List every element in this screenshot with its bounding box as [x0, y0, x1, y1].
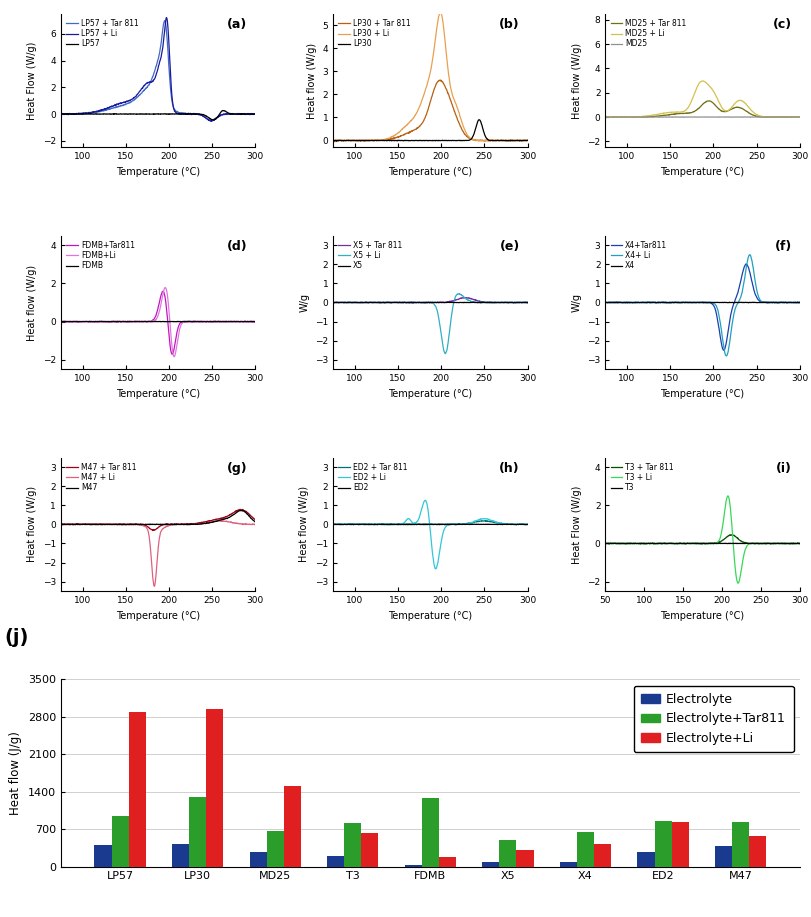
- Bar: [516, 850, 533, 867]
- Bar: [749, 836, 766, 867]
- Bar: [732, 822, 749, 867]
- Y-axis label: W/g: W/g: [571, 293, 581, 312]
- X-axis label: Temperature (°C): Temperature (°C): [659, 167, 744, 177]
- Bar: [560, 862, 577, 867]
- Legend: X5 + Tar 811, X5 + Li, X5: X5 + Tar 811, X5 + Li, X5: [337, 239, 403, 271]
- Text: (d): (d): [226, 239, 247, 253]
- Bar: [671, 822, 688, 867]
- Y-axis label: Heat flow (W/g): Heat flow (W/g): [307, 42, 316, 118]
- Bar: [482, 862, 499, 867]
- Text: (h): (h): [499, 461, 519, 474]
- Text: (a): (a): [227, 17, 247, 31]
- Text: (g): (g): [226, 461, 247, 474]
- Text: (c): (c): [772, 17, 791, 31]
- Bar: [266, 832, 283, 867]
- Bar: [189, 797, 206, 867]
- Y-axis label: Heat Flow (W/g): Heat Flow (W/g): [28, 41, 37, 120]
- Legend: T3 + Tar 811, T3 + Li, T3: T3 + Tar 811, T3 + Li, T3: [608, 461, 675, 493]
- Bar: [714, 846, 732, 867]
- Bar: [361, 834, 378, 867]
- Bar: [577, 833, 594, 867]
- X-axis label: Temperature (°C): Temperature (°C): [388, 389, 472, 399]
- Legend: Electrolyte, Electrolyte+Tar811, Electrolyte+Li: Electrolyte, Electrolyte+Tar811, Electro…: [633, 686, 792, 752]
- Y-axis label: Heat flow (W/g): Heat flow (W/g): [299, 486, 309, 562]
- Y-axis label: Heat Flow (W/g): Heat Flow (W/g): [571, 485, 581, 564]
- Legend: LP57 + Tar 811, LP57 + Li, LP57: LP57 + Tar 811, LP57 + Li, LP57: [65, 17, 139, 50]
- Y-axis label: Heat flow (J/g): Heat flow (J/g): [9, 731, 22, 815]
- Bar: [654, 821, 671, 867]
- Bar: [637, 852, 654, 867]
- Legend: X4+Tar811, X4+ Li, X4: X4+Tar811, X4+ Li, X4: [608, 239, 668, 271]
- X-axis label: Temperature (°C): Temperature (°C): [116, 389, 200, 399]
- Bar: [439, 857, 456, 867]
- X-axis label: Temperature (°C): Temperature (°C): [388, 611, 472, 621]
- Text: (i): (i): [775, 461, 791, 474]
- X-axis label: Temperature (°C): Temperature (°C): [116, 167, 200, 177]
- Bar: [128, 712, 145, 867]
- Y-axis label: W/g: W/g: [299, 293, 309, 312]
- Bar: [249, 852, 266, 867]
- Text: (f): (f): [774, 239, 791, 253]
- Bar: [344, 823, 361, 867]
- Legend: ED2 + Tar 811, ED2 + Li, ED2: ED2 + Tar 811, ED2 + Li, ED2: [337, 461, 409, 493]
- Y-axis label: Heat flow (W/g): Heat flow (W/g): [28, 486, 37, 562]
- Text: (b): (b): [499, 17, 519, 31]
- Bar: [594, 844, 611, 867]
- Legend: MD25 + Tar 811, MD25 + Li, MD25: MD25 + Tar 811, MD25 + Li, MD25: [608, 17, 687, 50]
- Bar: [111, 816, 128, 867]
- Legend: FDMB+Tar811, FDMB+Li, FDMB: FDMB+Tar811, FDMB+Li, FDMB: [65, 239, 136, 271]
- X-axis label: Temperature (°C): Temperature (°C): [388, 167, 472, 177]
- Bar: [283, 787, 300, 867]
- Bar: [404, 866, 421, 867]
- Y-axis label: Heat flow (W/g): Heat flow (W/g): [28, 264, 37, 340]
- Text: (j): (j): [4, 628, 28, 647]
- Bar: [499, 840, 516, 867]
- Bar: [172, 844, 189, 867]
- Bar: [94, 845, 111, 867]
- Y-axis label: Heat flow (W/g): Heat flow (W/g): [571, 42, 581, 118]
- X-axis label: Temperature (°C): Temperature (°C): [659, 611, 744, 621]
- X-axis label: Temperature (°C): Temperature (°C): [116, 611, 200, 621]
- Bar: [327, 856, 344, 867]
- Text: (e): (e): [499, 239, 519, 253]
- Bar: [421, 798, 439, 867]
- Bar: [206, 709, 223, 867]
- Legend: M47 + Tar 811, M47 + Li, M47: M47 + Tar 811, M47 + Li, M47: [65, 461, 138, 493]
- X-axis label: Temperature (°C): Temperature (°C): [659, 389, 744, 399]
- Legend: LP30 + Tar 811, LP30 + Li, LP30: LP30 + Tar 811, LP30 + Li, LP30: [337, 17, 412, 50]
